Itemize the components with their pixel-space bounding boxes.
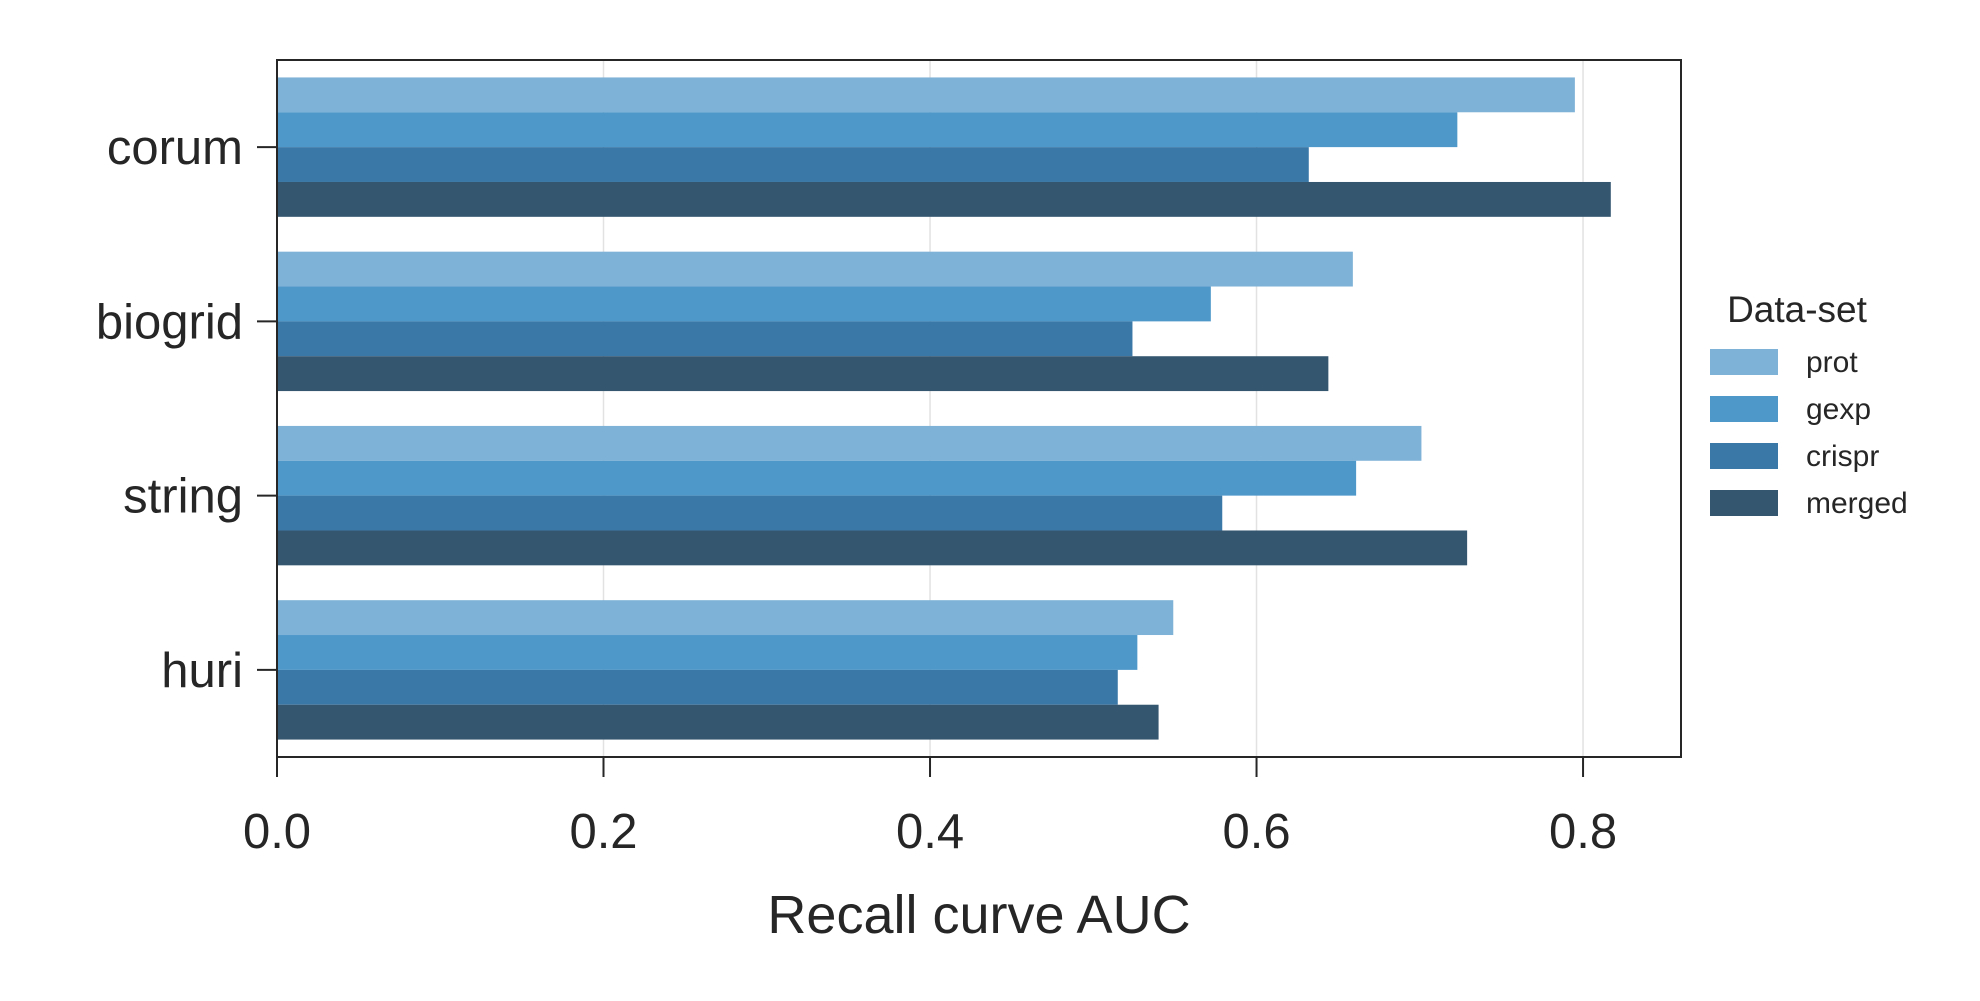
x-tick-label-4: 0.8 xyxy=(1549,805,1617,859)
x-tick-label-3: 0.6 xyxy=(1222,805,1290,859)
legend-label-merged: merged xyxy=(1806,487,1908,520)
bar-string-gexp xyxy=(277,460,1357,496)
bar-string-prot xyxy=(277,425,1422,461)
legend-swatch-prot xyxy=(1710,349,1778,375)
legend-swatch-merged xyxy=(1710,490,1778,516)
bar-corum-prot xyxy=(277,77,1575,113)
bar-huri-crispr xyxy=(277,669,1118,705)
legend-swatch-crispr xyxy=(1710,443,1778,469)
legend-label-prot: prot xyxy=(1806,346,1858,379)
bars xyxy=(277,77,1611,740)
x-axis-label: Recall curve AUC xyxy=(767,885,1190,945)
bar-biogrid-crispr xyxy=(277,321,1133,357)
legend: Data-set prot gexp crispr merged xyxy=(1710,289,1908,520)
plot-frame xyxy=(276,59,1682,758)
bar-huri-prot xyxy=(277,600,1174,636)
legend-swatch-gexp xyxy=(1710,396,1778,422)
bar-biogrid-gexp xyxy=(277,286,1211,322)
x-tick-label-2: 0.4 xyxy=(896,805,964,859)
bar-huri-gexp xyxy=(277,635,1138,670)
y-axis: corum biogrid string huri xyxy=(96,121,277,698)
y-tick-label-huri: huri xyxy=(161,644,243,698)
x-tick-label-0: 0.0 xyxy=(243,805,311,859)
bar-corum-gexp xyxy=(277,112,1458,148)
legend-label-crispr: crispr xyxy=(1806,440,1879,473)
legend-label-gexp: gexp xyxy=(1806,393,1871,426)
bar-string-merged xyxy=(277,530,1468,566)
x-axis: 0.0 0.2 0.4 0.6 0.8 xyxy=(243,757,1617,859)
y-tick-label-corum: corum xyxy=(107,121,243,175)
bar-huri-merged xyxy=(277,704,1159,740)
x-tick-label-1: 0.2 xyxy=(569,805,637,859)
bar-biogrid-prot xyxy=(277,251,1353,287)
y-tick-label-string: string xyxy=(123,470,243,524)
bar-corum-merged xyxy=(277,181,1611,217)
legend-title: Data-set xyxy=(1727,289,1868,330)
y-tick-label-biogrid: biogrid xyxy=(96,295,243,349)
bar-corum-crispr xyxy=(277,147,1309,182)
bar-string-crispr xyxy=(277,495,1223,531)
bar-biogrid-merged xyxy=(277,356,1329,392)
